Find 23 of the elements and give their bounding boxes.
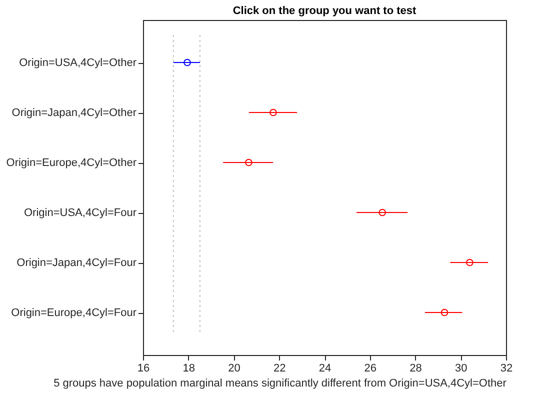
point <box>270 108 277 116</box>
x-axis-title: 5 groups have population marginal means significantly different from Origin=USA,4Cyl=Other <box>54 378 507 390</box>
chart-title: Click on the group you want to test <box>232 5 416 17</box>
x-tick-label: 32 <box>500 362 513 374</box>
point <box>184 58 191 66</box>
x-tick-label: 28 <box>410 362 422 374</box>
x-tick-label: 20 <box>228 362 240 374</box>
point <box>466 258 474 266</box>
x-tick-label: 26 <box>364 362 376 374</box>
y-tick-label: Origin=USA,4Cyl=Four <box>24 207 137 219</box>
point <box>245 158 252 166</box>
point <box>440 308 448 316</box>
y-tick-label: Origin=Europe,4Cyl=Four <box>11 307 137 319</box>
y-tick-label: Origin=Japan,4Cyl=Other <box>12 107 137 119</box>
y-tick-label: Origin=Japan,4Cyl=Four <box>16 257 137 269</box>
x-tick-label: 22 <box>274 362 286 374</box>
x-tick-label: 18 <box>182 362 195 374</box>
point <box>378 208 386 216</box>
x-tick-label: 30 <box>455 362 468 374</box>
y-tick-label: Origin=Europe,4Cyl=Other <box>6 157 137 169</box>
x-tick-label: 24 <box>318 362 332 374</box>
x-tick-label: 16 <box>137 362 150 374</box>
y-tick-label: Origin=USA,4Cyl=Other <box>19 57 137 69</box>
